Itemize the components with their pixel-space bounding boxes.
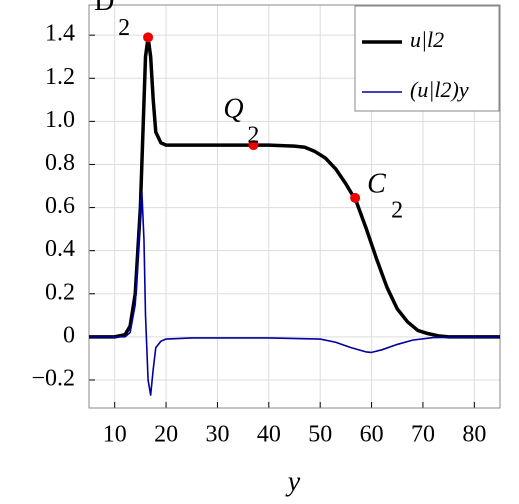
y-tick-label: 0.6 [45, 193, 75, 219]
y-tick-label: 0 [63, 322, 75, 348]
y-tick-label: −0.2 [31, 365, 75, 391]
point-label: C [367, 168, 386, 199]
point-label-sub: 2 [391, 197, 403, 223]
point-label-sub: 2 [247, 123, 259, 149]
point-marker [248, 140, 259, 151]
series-line [89, 35, 500, 339]
x-tick-label: 30 [205, 422, 229, 448]
point-marker [143, 32, 154, 43]
y-tick-label: 0.8 [45, 150, 75, 176]
series-line [89, 191, 501, 396]
x-axis-label: y [285, 466, 301, 497]
point-label: D [94, 0, 114, 17]
legend-box [354, 5, 500, 112]
legend-label: (u|l2)y [410, 77, 469, 102]
y-tick-label: 1.0 [45, 107, 75, 133]
x-tick-label: 80 [462, 422, 486, 448]
plot-frame [88, 4, 501, 409]
y-tick-label: 1.2 [45, 64, 75, 90]
y-tick-label: 1.4 [45, 21, 75, 47]
x-tick-label: 60 [360, 422, 384, 448]
point-label: Q [223, 94, 243, 125]
x-tick-label: 20 [154, 422, 178, 448]
y-tick-label: 0.2 [45, 279, 75, 305]
y-tick-label: 0.4 [45, 236, 75, 262]
x-tick-label: 10 [103, 422, 127, 448]
point-label-sub: 2 [118, 15, 130, 41]
legend-label: u|l2 [410, 27, 444, 52]
x-tick-label: 40 [257, 422, 281, 448]
point-marker [350, 192, 361, 203]
x-tick-label: 50 [308, 422, 332, 448]
x-tick-label: 70 [411, 422, 435, 448]
